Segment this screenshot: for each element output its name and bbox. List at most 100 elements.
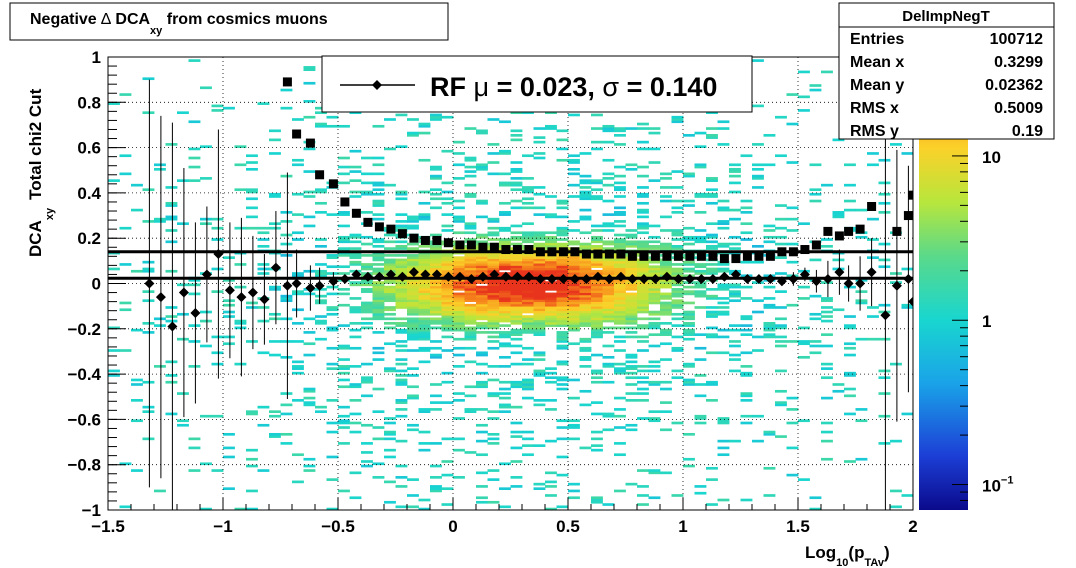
heatmap-cell <box>200 177 212 180</box>
heatmap-cell <box>556 426 569 429</box>
heatmap-cell <box>522 378 534 382</box>
heatmap-cell <box>763 303 776 307</box>
stats-label: Entries <box>850 31 904 48</box>
heatmap-cell <box>476 281 488 284</box>
heatmap-cell <box>280 392 293 395</box>
stats-box <box>838 2 1055 140</box>
heatmap-cell <box>395 317 408 321</box>
heatmap-cell <box>464 256 477 259</box>
heatmap-cell <box>579 231 592 235</box>
heatmap-cell <box>533 297 546 300</box>
heatmap-cell <box>303 342 316 346</box>
y-tick-label: −0.2 <box>67 320 101 339</box>
heatmap-cell <box>510 385 523 389</box>
heatmap-cell <box>637 469 649 472</box>
heatmap-cell <box>568 396 580 400</box>
heatmap-cell <box>453 306 465 309</box>
heatmap-cell <box>510 380 523 384</box>
heatmap-cell <box>280 242 293 246</box>
heatmap-cell <box>568 220 580 223</box>
heatmap-cell <box>614 134 626 137</box>
heatmap-cell <box>154 167 166 171</box>
heatmap-cell <box>453 217 465 221</box>
heatmap-cell <box>706 294 718 298</box>
mean-point <box>270 262 281 273</box>
heatmap-cell <box>246 340 258 343</box>
heatmap-cell <box>671 211 684 214</box>
heatmap-cell <box>269 317 281 321</box>
heatmap-cell <box>614 285 626 289</box>
heatmap-cell <box>522 328 534 332</box>
mean-point <box>696 273 707 284</box>
heatmap-cell <box>752 59 764 62</box>
heatmap-cell <box>338 405 350 409</box>
heatmap-cell <box>453 337 465 341</box>
heatmap-cell <box>821 244 833 248</box>
heatmap-cell <box>533 399 546 402</box>
heatmap-cell <box>579 324 592 327</box>
heatmap-cell <box>487 306 500 309</box>
heatmap-cell <box>556 331 569 334</box>
heatmap-cell <box>303 215 316 219</box>
heatmap-cell <box>315 238 327 241</box>
heatmap-cell <box>625 367 638 370</box>
heatmap-cell <box>418 258 431 262</box>
heatmap-cell <box>775 242 787 246</box>
heatmap-cell <box>165 306 178 309</box>
heatmap-cell <box>499 290 511 293</box>
heatmap-cell <box>384 292 396 296</box>
heatmap-cell <box>545 380 557 384</box>
heatmap-cell <box>602 267 615 271</box>
heatmap-cell <box>303 81 316 85</box>
heatmap-cell <box>752 186 764 189</box>
heatmap-cell <box>499 260 511 264</box>
heatmap-cell <box>395 269 408 273</box>
heatmap-cell <box>809 507 822 510</box>
heatmap-cell <box>671 269 684 273</box>
heatmap-cell <box>246 197 258 201</box>
heatmap-cell <box>361 211 373 214</box>
heatmap-cell <box>522 281 534 284</box>
heatmap-cell <box>361 192 373 196</box>
heatmap-cell <box>671 376 684 380</box>
heatmap-cell <box>510 303 523 307</box>
heatmap-cell <box>591 315 603 318</box>
heatmap-cell <box>614 143 626 146</box>
heatmap-cell <box>602 224 615 228</box>
heatmap-cell <box>556 505 569 509</box>
heatmap-cell <box>395 292 408 296</box>
heatmap-cell <box>775 389 787 393</box>
heatmap-cell <box>556 419 569 423</box>
heatmap-cell <box>430 464 442 468</box>
heatmap-cell <box>522 258 534 262</box>
heatmap-cell <box>579 355 592 359</box>
heatmap-cell <box>660 428 672 432</box>
heatmap-cell <box>441 317 454 321</box>
sigma-point <box>282 77 292 87</box>
heatmap-cell <box>556 337 569 341</box>
heatmap-cell <box>131 383 143 386</box>
heatmap-cell <box>625 482 638 486</box>
heatmap-cell <box>602 240 615 244</box>
heatmap-cell <box>648 272 661 275</box>
heatmap-cell <box>798 95 810 99</box>
heatmap-cell <box>579 174 592 178</box>
heatmap-cell <box>384 317 396 321</box>
heatmap-cell <box>407 292 419 296</box>
heatmap-cell <box>568 317 580 321</box>
heatmap-cell <box>614 269 626 273</box>
heatmap-cell <box>487 322 500 325</box>
heatmap-cell <box>372 263 385 266</box>
heatmap-cell <box>453 231 465 235</box>
heatmap-cell <box>602 331 615 334</box>
heatmap-cell <box>522 326 534 330</box>
heatmap-cell <box>878 211 891 214</box>
heatmap-cell <box>200 507 212 510</box>
sigma-point <box>662 251 672 261</box>
heatmap-cell <box>614 408 626 411</box>
heatmap-cell <box>418 349 431 352</box>
heatmap-cell <box>418 442 431 445</box>
heatmap-cell <box>625 229 638 232</box>
heatmap-cell <box>372 299 385 303</box>
heatmap-cell <box>165 360 178 364</box>
